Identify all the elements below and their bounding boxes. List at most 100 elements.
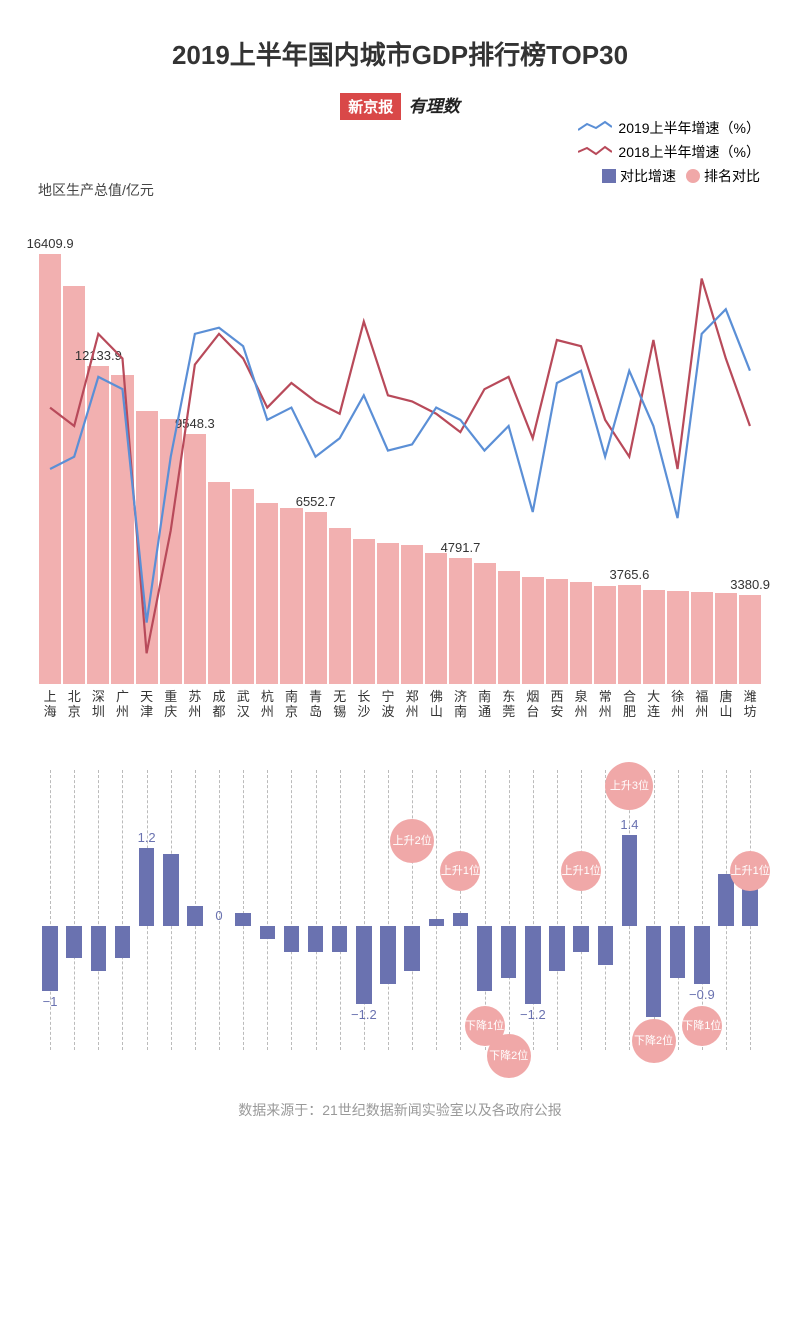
diff-column bbox=[715, 750, 737, 1070]
diff-column bbox=[377, 750, 399, 1070]
diff-column bbox=[63, 750, 85, 1070]
diff-column: 上升1位 bbox=[739, 750, 761, 1070]
gdp-bar bbox=[715, 593, 737, 684]
diff-value-label: 1.4 bbox=[620, 817, 638, 832]
diff-column bbox=[329, 750, 351, 1070]
diff-column bbox=[546, 750, 568, 1070]
bar-value-label: 3380.9 bbox=[730, 577, 770, 592]
legend-line-icon bbox=[578, 120, 612, 137]
diff-column: 1.2 bbox=[136, 750, 158, 1070]
bar-value-label: 3765.6 bbox=[610, 567, 650, 582]
diff-column bbox=[111, 750, 133, 1070]
y-axis-label: 地区生产总值/亿元 bbox=[38, 180, 770, 200]
diff-column: −1.2 bbox=[522, 750, 544, 1070]
city-label: 无锡 bbox=[328, 690, 352, 720]
bar-value-label: 6552.7 bbox=[296, 494, 336, 509]
city-label: 泉州 bbox=[569, 690, 593, 720]
city-label: 佛山 bbox=[424, 690, 448, 720]
diff-value-label: −0.9 bbox=[689, 987, 715, 1002]
diff-value-label: −1 bbox=[43, 994, 58, 1009]
city-label: 西安 bbox=[545, 690, 569, 720]
diff-column bbox=[232, 750, 254, 1070]
chart-container: 2019上半年国内城市GDP排行榜TOP30 新京报 有理数 2019上半年增速… bbox=[0, 0, 800, 1150]
gdp-bar bbox=[425, 553, 447, 684]
source-text: 数据来源于：21世纪数据新闻实验室以及各政府公报 bbox=[30, 1100, 770, 1120]
gdp-bar bbox=[474, 563, 496, 684]
gdp-bar bbox=[232, 489, 254, 684]
diff-column: 下降2位 bbox=[643, 750, 665, 1070]
diff-value-label: 1.2 bbox=[138, 830, 156, 845]
diff-column bbox=[87, 750, 109, 1070]
lower-chart: −11.20−1.2上升2位上升1位下降1位下降2位−1.2上升1位1.4上升3… bbox=[38, 750, 762, 1070]
city-label: 郑州 bbox=[400, 690, 424, 720]
gdp-bar: 12133.9 bbox=[87, 366, 109, 684]
city-labels: 上海北京深圳广州天津重庆苏州成都武汉杭州南京青岛无锡长沙宁波郑州佛山济南南通东莞… bbox=[38, 690, 762, 720]
gdp-bar bbox=[63, 286, 85, 684]
gdp-bar bbox=[546, 579, 568, 684]
gdp-bar: 6552.7 bbox=[305, 512, 327, 684]
city-label: 东莞 bbox=[497, 690, 521, 720]
legend-2019-label: 2019上半年增速（%） bbox=[618, 118, 760, 138]
lower-bars: −11.20−1.2上升2位上升1位下降1位下降2位−1.2上升1位1.4上升3… bbox=[38, 750, 762, 1070]
diff-column: 0 bbox=[208, 750, 230, 1070]
gdp-bar bbox=[594, 586, 616, 684]
city-label: 常州 bbox=[593, 690, 617, 720]
diff-column: −0.9下降1位 bbox=[691, 750, 713, 1070]
city-label: 杭州 bbox=[255, 690, 279, 720]
gdp-bar bbox=[498, 571, 520, 684]
gdp-bar bbox=[377, 543, 399, 684]
city-label: 福州 bbox=[690, 690, 714, 720]
diff-column: 上升2位 bbox=[401, 750, 423, 1070]
bar-value-label: 9548.3 bbox=[175, 416, 215, 431]
city-label: 北京 bbox=[62, 690, 86, 720]
diff-column: 下降1位 bbox=[474, 750, 496, 1070]
diff-column: −1 bbox=[39, 750, 61, 1070]
gdp-bar bbox=[353, 539, 375, 684]
diff-column: 1.4上升3位 bbox=[618, 750, 640, 1070]
logo-text: 有理数 bbox=[409, 92, 460, 117]
gdp-bar: 16409.9 bbox=[39, 254, 61, 684]
legend-line-icon bbox=[578, 144, 612, 161]
chart-title: 2019上半年国内城市GDP排行榜TOP30 bbox=[30, 35, 770, 72]
gdp-bar bbox=[160, 419, 182, 684]
diff-column bbox=[256, 750, 278, 1070]
diff-column bbox=[280, 750, 302, 1070]
city-label: 唐山 bbox=[714, 690, 738, 720]
diff-value-label: 0 bbox=[215, 908, 222, 923]
main-chart: 16409.9 12133.9 9548.3 6552.7 4791.7 3765.6 33… bbox=[38, 204, 762, 684]
gdp-bar: 3380.9 bbox=[739, 595, 761, 684]
logo-box: 新京报 bbox=[340, 93, 401, 120]
gdp-bar bbox=[401, 545, 423, 684]
gdp-bar bbox=[208, 482, 230, 684]
city-label: 长沙 bbox=[352, 690, 376, 720]
gdp-bar: 4791.7 bbox=[449, 558, 471, 684]
gdp-bar bbox=[111, 375, 133, 684]
main-chart-area: 地区生产总值/亿元 16409.9 12133.9 9548.3 6552.7 4791… bbox=[30, 180, 770, 720]
city-label: 上海 bbox=[38, 690, 62, 720]
gdp-bar bbox=[667, 591, 689, 684]
bar-value-label: 16409.9 bbox=[27, 236, 74, 251]
gdp-bar bbox=[522, 577, 544, 684]
city-label: 南通 bbox=[473, 690, 497, 720]
city-label: 广州 bbox=[110, 690, 134, 720]
diff-column: 下降2位 bbox=[498, 750, 520, 1070]
diff-column bbox=[160, 750, 182, 1070]
city-label: 宁波 bbox=[376, 690, 400, 720]
gdp-bar bbox=[643, 590, 665, 684]
gdp-bar: 9548.3 bbox=[184, 434, 206, 684]
city-label: 天津 bbox=[135, 690, 159, 720]
city-label: 青岛 bbox=[304, 690, 328, 720]
diff-value-label: −1.2 bbox=[351, 1007, 377, 1022]
gdp-bar bbox=[136, 411, 158, 684]
city-label: 合肥 bbox=[617, 690, 641, 720]
city-label: 重庆 bbox=[159, 690, 183, 720]
city-label: 武汉 bbox=[231, 690, 255, 720]
gdp-bar bbox=[256, 503, 278, 684]
bar-value-label: 12133.9 bbox=[75, 348, 122, 363]
legend-2018: 2018上半年增速（%） bbox=[578, 142, 760, 162]
legend-2019: 2019上半年增速（%） bbox=[578, 118, 760, 138]
diff-column bbox=[184, 750, 206, 1070]
city-label: 成都 bbox=[207, 690, 231, 720]
city-label: 徐州 bbox=[666, 690, 690, 720]
city-label: 苏州 bbox=[183, 690, 207, 720]
